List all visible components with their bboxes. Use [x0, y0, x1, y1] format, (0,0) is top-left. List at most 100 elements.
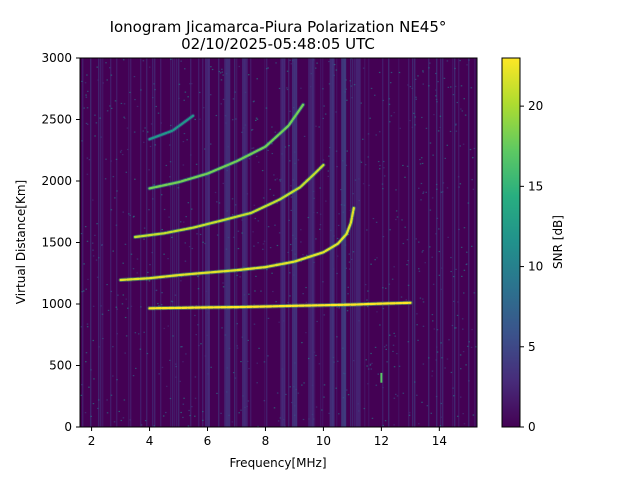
- noise-speckle: [255, 117, 258, 119]
- noise-speckle: [376, 311, 378, 313]
- noise-speckle: [338, 307, 340, 309]
- noise-speckle: [429, 142, 432, 144]
- noise-speckle: [308, 418, 310, 420]
- noise-speckle: [402, 164, 404, 167]
- noise-speckle: [273, 174, 275, 176]
- noise-speckle: [248, 158, 251, 160]
- noise-speckle: [348, 261, 351, 263]
- noise-speckle: [371, 417, 374, 419]
- noise-speckle: [251, 147, 253, 149]
- noise-speckle: [352, 251, 355, 253]
- noise-speckle: [261, 169, 264, 172]
- noise-speckle: [328, 155, 330, 157]
- noise-streak: [436, 58, 438, 427]
- noise-speckle: [307, 357, 310, 360]
- noise-speckle: [409, 119, 411, 122]
- noise-speckle: [96, 276, 99, 278]
- noise-speckle: [137, 333, 140, 335]
- noise-speckle: [195, 333, 197, 336]
- noise-speckle: [121, 303, 124, 305]
- noise-streak: [388, 58, 390, 427]
- noise-speckle: [420, 199, 422, 201]
- noise-speckle: [257, 220, 260, 222]
- noise-speckle: [302, 293, 304, 295]
- noise-speckle: [389, 82, 392, 84]
- noise-speckle: [439, 425, 442, 427]
- noise-speckle: [422, 250, 424, 252]
- noise-speckle: [257, 425, 259, 427]
- noise-speckle: [432, 154, 434, 156]
- noise-speckle: [382, 99, 385, 102]
- noise-speckle: [447, 236, 449, 239]
- noise-speckle: [124, 316, 127, 319]
- noise-speckle: [82, 290, 85, 292]
- noise-speckle: [115, 224, 118, 226]
- noise-speckle: [107, 309, 110, 312]
- interference-band: [291, 58, 297, 427]
- noise-speckle: [431, 313, 434, 316]
- noise-streak: [458, 58, 460, 427]
- noise-speckle: [187, 202, 190, 204]
- noise-speckle: [346, 150, 348, 152]
- noise-speckle: [263, 240, 266, 242]
- noise-speckle: [194, 397, 197, 399]
- noise-speckle: [362, 183, 365, 185]
- noise-streak: [198, 58, 200, 427]
- interference-band: [355, 58, 361, 427]
- noise-speckle: [350, 258, 353, 261]
- noise-speckle: [441, 191, 444, 193]
- noise-speckle: [180, 411, 182, 414]
- noise-streak: [382, 58, 384, 427]
- noise-speckle: [417, 339, 419, 341]
- noise-speckle: [274, 224, 276, 226]
- noise-speckle: [135, 367, 137, 370]
- noise-speckle: [209, 94, 212, 96]
- noise-speckle: [271, 143, 273, 145]
- noise-speckle: [106, 79, 108, 81]
- noise-speckle: [115, 158, 118, 160]
- noise-speckle: [461, 275, 463, 278]
- noise-speckle: [400, 296, 403, 298]
- noise-speckle: [199, 118, 201, 120]
- noise-speckle: [392, 350, 394, 353]
- noise-speckle: [191, 406, 193, 408]
- noise-speckle: [336, 165, 338, 168]
- noise-speckle: [257, 242, 259, 244]
- noise-speckle: [362, 138, 364, 140]
- noise-speckle: [256, 118, 259, 120]
- noise-speckle: [337, 224, 340, 227]
- noise-speckle: [318, 228, 321, 230]
- noise-speckle: [81, 291, 84, 293]
- noise-speckle: [421, 162, 424, 165]
- noise-speckle: [438, 228, 440, 230]
- noise-speckle: [241, 336, 244, 338]
- colorbar-label: SNR [dB]: [551, 215, 565, 269]
- colorbar-tick-label: 5: [528, 340, 536, 354]
- noise-speckle: [134, 98, 136, 101]
- noise-speckle: [136, 105, 139, 108]
- noise-speckle: [136, 258, 139, 260]
- noise-speckle: [431, 256, 433, 258]
- noise-speckle: [92, 249, 94, 251]
- noise-speckle: [222, 282, 224, 284]
- noise-speckle: [468, 341, 470, 343]
- noise-speckle: [323, 396, 325, 398]
- x-tick-label: 2: [88, 434, 96, 448]
- noise-speckle: [372, 217, 375, 220]
- noise-speckle: [85, 361, 87, 363]
- noise-speckle: [91, 242, 94, 244]
- noise-speckle: [305, 301, 308, 303]
- noise-speckle: [83, 107, 85, 109]
- noise-speckle: [328, 412, 330, 414]
- noise-speckle: [95, 122, 98, 124]
- noise-speckle: [178, 97, 180, 100]
- noise-speckle: [160, 194, 163, 196]
- noise-speckle: [388, 283, 391, 285]
- noise-streak: [442, 58, 444, 427]
- noise-speckle: [377, 373, 380, 375]
- x-axis-label: Frequency[MHz]: [229, 456, 326, 470]
- noise-speckle: [100, 136, 102, 138]
- noise-speckle: [346, 389, 348, 391]
- noise-streak: [350, 58, 352, 427]
- noise-speckle: [440, 191, 443, 193]
